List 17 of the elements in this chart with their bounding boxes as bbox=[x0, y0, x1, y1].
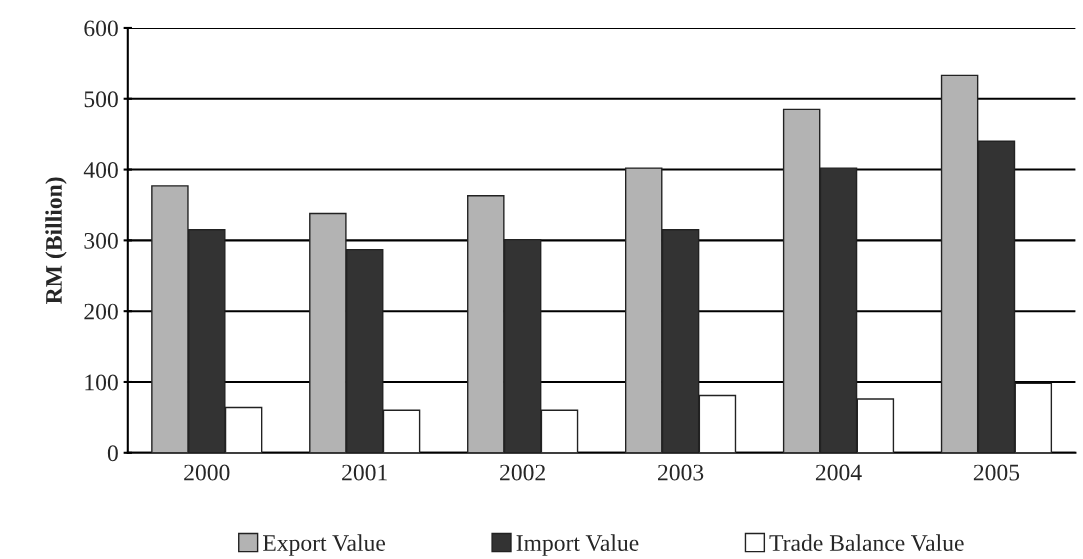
y-tick-label: 600 bbox=[84, 20, 118, 37]
x-tick-label: 2005 bbox=[973, 464, 1020, 481]
y-axis-title: RM (Billion) bbox=[45, 177, 67, 304]
x-tick-label: 2003 bbox=[658, 464, 704, 481]
legend-label: Trade Balance Value bbox=[769, 534, 964, 552]
y-tick-label: 400 bbox=[83, 162, 118, 178]
y-tick-label: 200 bbox=[84, 303, 118, 320]
x-tick-label: 2000 bbox=[184, 464, 230, 481]
y-tick-label: 100 bbox=[85, 374, 118, 391]
y-tick-label: 500 bbox=[84, 91, 118, 108]
legend-label: Export Value bbox=[263, 534, 386, 556]
y-tick-label: 0 bbox=[107, 445, 118, 462]
x-tick-label: 2004 bbox=[815, 464, 862, 481]
y-tick-label: 300 bbox=[84, 232, 118, 249]
x-tick-label: 2002 bbox=[500, 464, 545, 481]
x-tick-label: 2001 bbox=[342, 464, 387, 481]
legend-label: Import Value bbox=[516, 534, 639, 556]
